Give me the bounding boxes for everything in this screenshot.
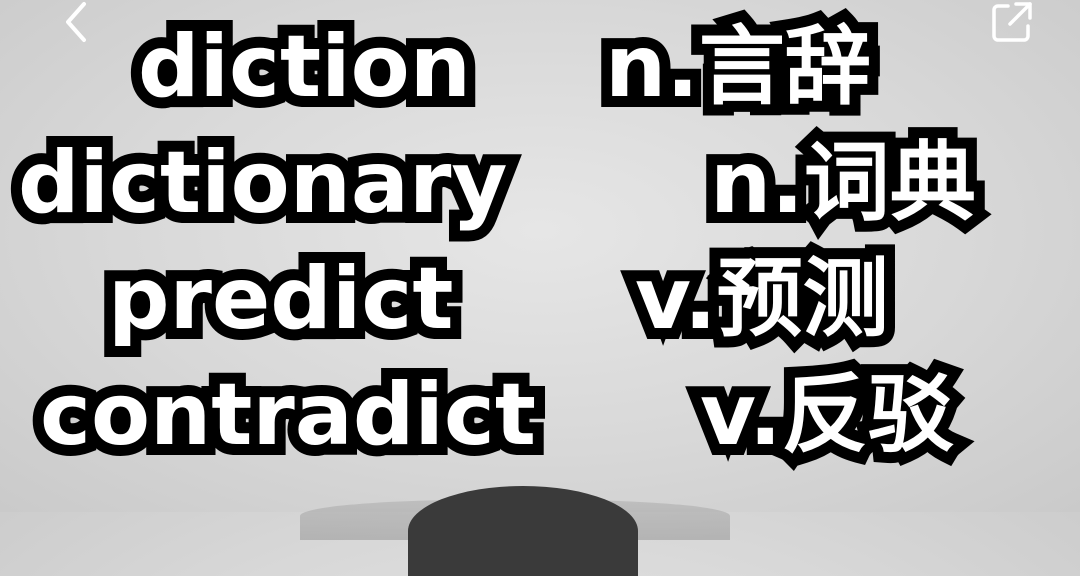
external-share-icon (992, 2, 1032, 42)
subtitle-line: diction n.言辞 (0, 6, 1080, 128)
vocab-word: predict (97, 238, 464, 360)
vocab-word: contradict (29, 354, 547, 476)
subtitle-line: contradict v.反驳 (0, 354, 1080, 476)
vocab-definition: v.预测 (624, 238, 900, 360)
video-subject-head (408, 486, 638, 576)
chevron-left-icon (66, 2, 86, 42)
share-button[interactable] (984, 0, 1040, 48)
subtitle-line: dictionary n.词典 (0, 122, 1080, 244)
vocab-definition: v.反驳 (689, 354, 965, 476)
vocab-word: dictionary (7, 122, 518, 244)
vocab-word: diction (127, 6, 482, 128)
vocab-definition: n.言辞 (594, 6, 882, 128)
subtitle-line: predict v.预测 (0, 238, 1080, 360)
vocab-definition: n.词典 (699, 122, 987, 244)
back-button[interactable] (48, 0, 104, 48)
